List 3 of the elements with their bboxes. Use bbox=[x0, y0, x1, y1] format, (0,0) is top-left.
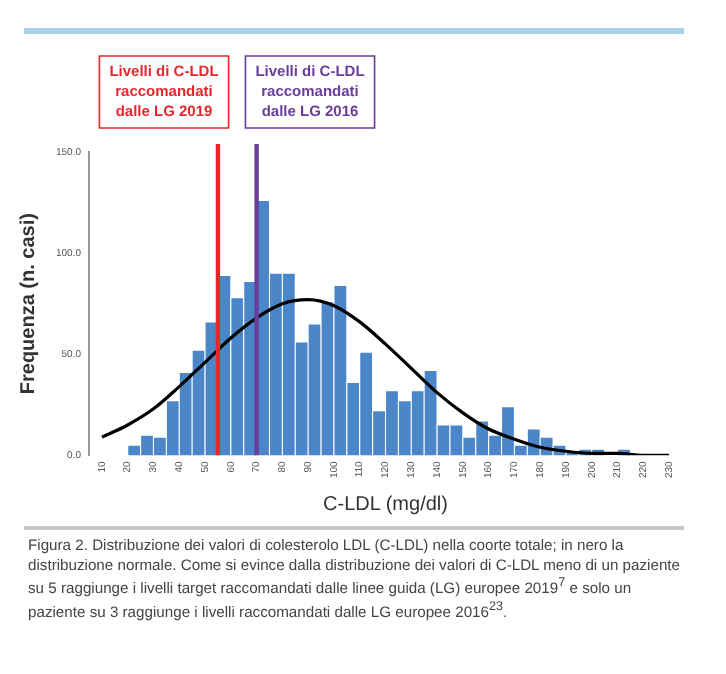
x-axis-title: C-LDL (mg/dl) bbox=[323, 493, 448, 516]
line-series bbox=[100, 298, 671, 456]
y-axis-title: Frequenza (n. casi) bbox=[17, 213, 40, 395]
